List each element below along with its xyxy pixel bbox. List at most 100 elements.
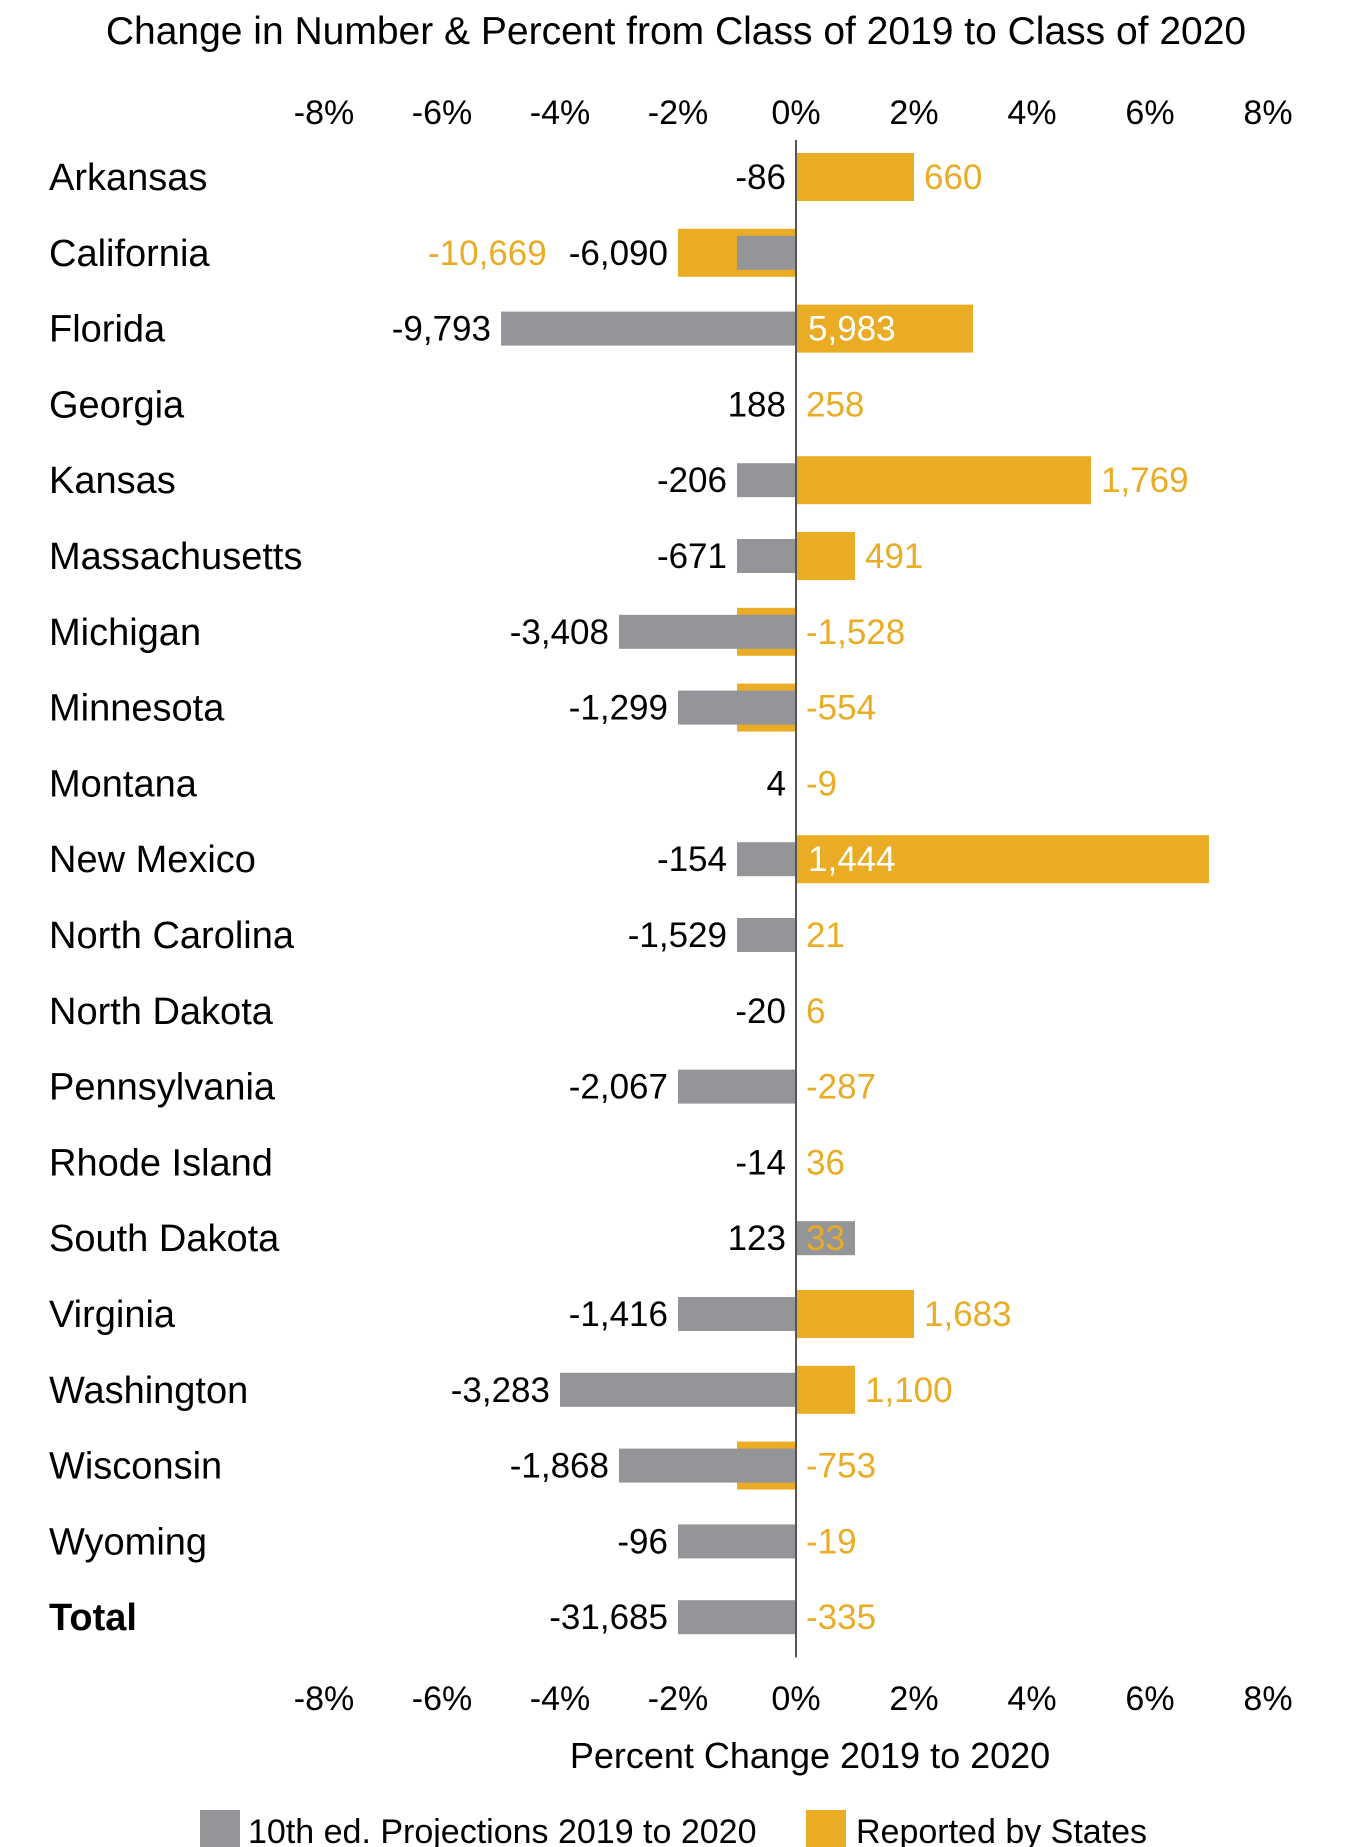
- x-tick-label: 4%: [1007, 1680, 1056, 1718]
- x-tick-label: -4%: [530, 94, 590, 132]
- row-minnesota: Minnesota -1,299 -554: [49, 683, 876, 732]
- category-label: Rhode Island: [49, 1142, 273, 1184]
- category-label: Arkansas: [49, 157, 207, 199]
- value-label-reported: -1,528: [806, 613, 905, 652]
- legend-swatch-projections: [200, 1810, 240, 1847]
- category-label: Minnesota: [49, 688, 225, 730]
- row-california: California -6,090 -10,669: [49, 228, 796, 277]
- bar-reported: [796, 153, 914, 201]
- bar-projections: [501, 311, 796, 346]
- value-label-reported: 33: [806, 1219, 845, 1258]
- value-label-projections: -1,416: [569, 1295, 668, 1334]
- value-label-projections: -6,090: [569, 234, 668, 273]
- x-tick-label: -6%: [412, 1680, 472, 1718]
- value-label-projections: -1,299: [569, 689, 668, 728]
- value-label-reported: 1,769: [1101, 461, 1189, 500]
- x-tick-label: 8%: [1243, 1680, 1292, 1718]
- row-georgia: Georgia 188 258: [49, 384, 864, 426]
- x-tick-label: -6%: [412, 94, 472, 132]
- row-kansas: Kansas -206 1,769: [49, 456, 1189, 505]
- row-wisconsin: Wisconsin -1,868 -753: [49, 1441, 876, 1490]
- value-label-reported: 5,983: [808, 310, 896, 349]
- value-label-reported: 258: [806, 385, 864, 424]
- value-label-projections: 188: [728, 385, 786, 424]
- value-label-reported: -335: [806, 1598, 876, 1637]
- x-tick-label: -2%: [648, 1680, 708, 1718]
- category-label: South Dakota: [49, 1218, 280, 1260]
- bar-projections: [737, 463, 796, 498]
- value-label-reported: 1,100: [865, 1371, 953, 1410]
- value-label-projections: -14: [735, 1143, 786, 1182]
- category-label: Florida: [49, 309, 166, 351]
- value-label-projections: -1,529: [628, 916, 727, 955]
- x-tick-label: 2%: [889, 94, 938, 132]
- value-label-reported: -19: [806, 1522, 857, 1561]
- bar-projections: [737, 539, 796, 573]
- x-axis-bottom: -8% -6% -4% -2% 0% 2% 4% 6% 8%: [294, 1680, 1293, 1718]
- row-new-mexico: New Mexico -154 1,444: [49, 835, 1209, 884]
- value-label-projections: -2,067: [569, 1068, 668, 1107]
- row-total: Total -31,685 -335: [49, 1597, 876, 1639]
- legend-swatch-reported: [806, 1810, 846, 1847]
- category-label: Kansas: [49, 460, 176, 502]
- category-label: California: [49, 233, 210, 275]
- value-label-projections: -1,868: [510, 1447, 609, 1486]
- category-label: Massachusetts: [49, 536, 302, 578]
- x-tick-label: -8%: [294, 1680, 354, 1718]
- value-label-reported: -554: [806, 689, 876, 728]
- row-massachusetts: Massachusetts -671 491: [49, 532, 923, 580]
- row-montana: Montana 4 -9: [49, 763, 837, 805]
- x-tick-label: 0%: [771, 1680, 820, 1718]
- value-label-reported: -287: [806, 1068, 876, 1107]
- value-label-reported: 1,683: [924, 1295, 1012, 1334]
- row-michigan: Michigan -3,408 -1,528: [49, 607, 905, 656]
- x-tick-label: 8%: [1243, 94, 1292, 132]
- bar-projections: [619, 1448, 796, 1483]
- bar-projections: [560, 1372, 796, 1407]
- chart-rows: Arkansas -86 660 California -6,090 -10,669 Flo…: [49, 153, 1209, 1639]
- bar-reported: [796, 304, 973, 353]
- category-label: Wisconsin: [49, 1446, 222, 1488]
- bar-reported: [796, 835, 1209, 884]
- value-label-projections: -96: [617, 1522, 668, 1561]
- x-tick-label: -8%: [294, 94, 354, 132]
- category-label: Virginia: [49, 1294, 176, 1336]
- row-washington: Washington -3,283 1,100: [49, 1365, 953, 1414]
- value-label-reported: 6: [806, 992, 825, 1031]
- bar-projections: [737, 235, 796, 270]
- category-label: Washington: [49, 1370, 248, 1412]
- value-label-reported: -10,669: [428, 234, 547, 273]
- value-label-projections: -9,793: [392, 310, 491, 349]
- bar-projections: [737, 842, 796, 877]
- x-tick-label: 4%: [1007, 94, 1056, 132]
- row-florida: Florida -9,793 5,983: [49, 304, 973, 353]
- row-wyoming: Wyoming -96 -19: [49, 1521, 857, 1563]
- x-tick-label: 0%: [771, 94, 820, 132]
- value-label-projections: 123: [728, 1219, 786, 1258]
- bar-reported: [796, 1365, 855, 1414]
- chart-title: Change in Number & Percent from Class of…: [106, 10, 1246, 53]
- value-label-projections: -31,685: [549, 1598, 668, 1637]
- bar-projections: [678, 1524, 796, 1559]
- value-label-projections: -671: [657, 537, 727, 576]
- value-label-reported: 491: [865, 537, 923, 576]
- value-label-projections: -86: [735, 158, 786, 197]
- legend-label-projections: 10th ed. Projections 2019 to 2020: [248, 1813, 757, 1847]
- value-label-projections: -3,408: [510, 613, 609, 652]
- value-label-reported: -753: [806, 1447, 876, 1486]
- category-label: Wyoming: [49, 1521, 207, 1563]
- value-label-reported: -9: [806, 764, 837, 803]
- row-north-dakota: North Dakota -20 6: [49, 991, 825, 1033]
- x-tick-label: 6%: [1125, 1680, 1174, 1718]
- category-label: Georgia: [49, 384, 185, 426]
- row-virginia: Virginia -1,416 1,683: [49, 1290, 1012, 1338]
- category-label: North Dakota: [49, 991, 274, 1033]
- x-tick-label: 2%: [889, 1680, 938, 1718]
- bar-reported: [796, 1290, 914, 1338]
- bar-reported: [796, 456, 1091, 505]
- value-label-reported: 660: [924, 158, 982, 197]
- value-label-reported: 36: [806, 1143, 845, 1182]
- legend: 10th ed. Projections 2019 to 2020 Report…: [200, 1810, 1147, 1847]
- bar-projections: [678, 1297, 796, 1331]
